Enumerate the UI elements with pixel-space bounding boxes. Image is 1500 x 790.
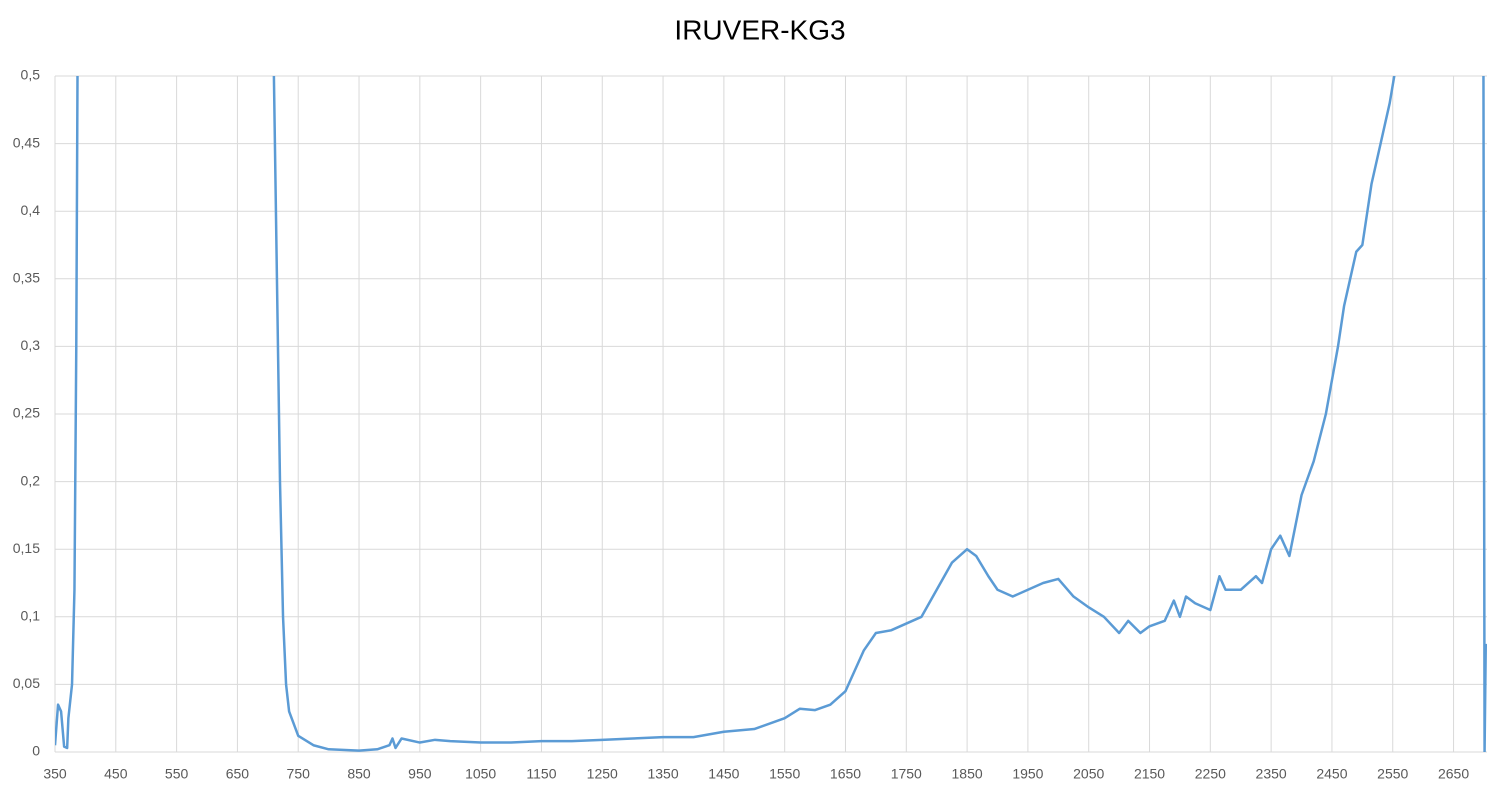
y-tick-label: 0,45 xyxy=(13,134,40,150)
x-tick-label: 850 xyxy=(347,766,371,782)
chart-title: IRUVER-KG3 xyxy=(674,14,845,45)
x-tick-label: 950 xyxy=(408,766,432,782)
y-tick-label: 0,5 xyxy=(21,67,41,83)
x-tick-label: 1650 xyxy=(830,766,861,782)
y-tick-label: 0,4 xyxy=(21,202,41,218)
x-tick-label: 1950 xyxy=(1012,766,1043,782)
y-tick-label: 0,15 xyxy=(13,540,40,556)
y-tick-label: 0,25 xyxy=(13,405,40,421)
y-tick-label: 0,2 xyxy=(21,472,41,488)
x-tick-label: 650 xyxy=(226,766,250,782)
y-tick-label: 0,35 xyxy=(13,270,40,286)
x-tick-label: 1750 xyxy=(891,766,922,782)
x-tick-label: 750 xyxy=(287,766,311,782)
x-tick-label: 2250 xyxy=(1195,766,1226,782)
x-tick-label: 550 xyxy=(165,766,189,782)
x-tick-label: 1350 xyxy=(647,766,678,782)
x-tick-label: 450 xyxy=(104,766,128,782)
x-tick-label: 2150 xyxy=(1134,766,1165,782)
x-tick-label: 2550 xyxy=(1377,766,1408,782)
x-tick-label: 1150 xyxy=(526,766,556,782)
y-tick-label: 0 xyxy=(32,743,40,759)
x-tick-label: 2650 xyxy=(1438,766,1469,782)
x-tick-label: 1550 xyxy=(769,766,800,782)
x-tick-label: 2450 xyxy=(1316,766,1347,782)
x-tick-label: 2350 xyxy=(1256,766,1287,782)
x-tick-label: 1450 xyxy=(708,766,739,782)
y-tick-label: 0,3 xyxy=(21,337,41,353)
x-tick-label: 1850 xyxy=(952,766,983,782)
x-tick-label: 350 xyxy=(43,766,67,782)
y-tick-label: 0,05 xyxy=(13,675,40,691)
x-tick-label: 1050 xyxy=(465,766,496,782)
x-tick-label: 2050 xyxy=(1073,766,1104,782)
data-line xyxy=(55,76,1487,752)
y-tick-label: 0,1 xyxy=(21,608,41,624)
x-tick-label: 1250 xyxy=(587,766,618,782)
